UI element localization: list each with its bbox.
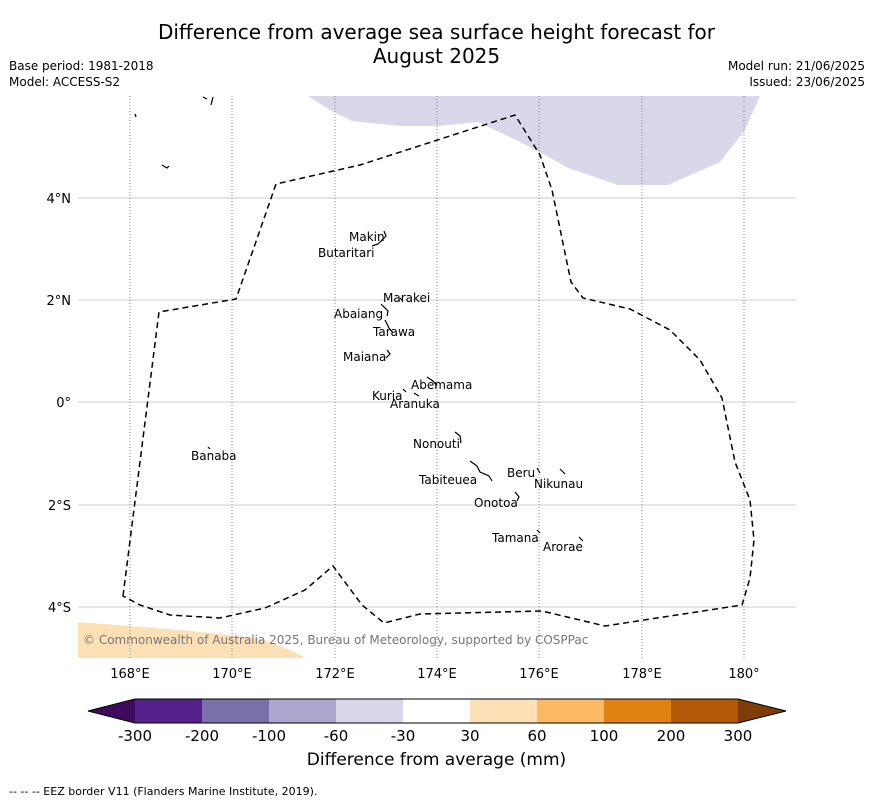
- colorbar-segment: [336, 699, 403, 723]
- island-label-arorae: Arorae: [543, 540, 583, 554]
- island-label-nonouti: Nonouti: [413, 437, 460, 451]
- colorbar-segment: [202, 699, 269, 723]
- colorbar-tick: -60: [324, 727, 349, 745]
- island-label-kuria: Kuria: [372, 389, 403, 403]
- lon-tick-174e: 174°E: [417, 667, 457, 682]
- lon-tick-170e: 170°E: [212, 667, 252, 682]
- colorbar-segment: [537, 699, 604, 723]
- colorbar-segment: [470, 699, 537, 723]
- island-label-aranuka: Aranuka: [390, 397, 440, 411]
- lon-tick-180: 180°: [728, 667, 759, 682]
- colorbar-tick: -100: [252, 727, 286, 745]
- base-period: Base period: 1981-2018: [9, 59, 154, 73]
- issued-date: Issued: 23/06/2025: [749, 75, 865, 89]
- model-run: Model run: 21/06/2025: [727, 59, 865, 73]
- colorbar-tick: 200: [657, 727, 686, 745]
- eez-border: [122, 114, 755, 627]
- colorbar-segment: [604, 699, 671, 723]
- colorbar-outline: [87, 698, 787, 724]
- colorbar-tick-labels: -300 -200 -100 -60 -30 30 60 100 200 300: [118, 727, 752, 745]
- colorbar-label: Difference from average (mm): [306, 750, 567, 770]
- colorbar-tick: 30: [460, 727, 479, 745]
- island-label-butaritari: Butaritari: [318, 246, 375, 260]
- island-label-tamana: Tamana: [491, 531, 539, 545]
- island-label-nikunau: Nikunau: [534, 477, 583, 491]
- island-label-marakei: Marakei: [383, 291, 430, 305]
- lon-tick-176e: 176°E: [519, 667, 559, 682]
- island-label-tabiteuea: Tabiteuea: [418, 473, 477, 487]
- lat-tick-4n: 4°N: [47, 192, 72, 207]
- island-label-beru: Beru: [507, 466, 535, 480]
- colorbar-tick: 60: [527, 727, 546, 745]
- title-line-1: Difference from average sea surface heig…: [157, 20, 716, 44]
- lat-tick-labels: 4°N 2°N 0° 2°S 4°S: [47, 192, 72, 616]
- lat-tick-0: 0°: [56, 396, 71, 411]
- island-outlines: [134, 96, 584, 542]
- colorbar-tick: -300: [118, 727, 152, 745]
- island-label-abaiang: Abaiang: [334, 307, 383, 321]
- lat-tick-4s: 4°S: [48, 601, 71, 616]
- meta-right: Model run: 21/06/2025 Issued: 23/06/2025: [728, 58, 865, 90]
- island-labels: Makin Butaritari Marakei Abaiang Tarawa …: [191, 230, 583, 554]
- colorbar-segment: [269, 699, 336, 723]
- colorbar-min-extension: [88, 699, 135, 723]
- title-line-2: August 2025: [372, 44, 501, 68]
- colorbar-segment: [135, 699, 202, 723]
- shading-positive-region: [78, 622, 306, 658]
- map-title: Difference from average sea surface heig…: [0, 20, 873, 68]
- colorbar-tick: 300: [724, 727, 753, 745]
- colorbar-tick: -200: [185, 727, 219, 745]
- colorbar-max-extension: [738, 699, 786, 723]
- shading-negative-region: [308, 96, 760, 185]
- colorbar-tick: -30: [391, 727, 416, 745]
- lat-tick-2s: 2°S: [48, 499, 71, 514]
- island-label-maiana: Maiana: [343, 350, 386, 364]
- eez-footnote: -- -- -- EEZ border V11 (Flanders Marine…: [9, 785, 318, 798]
- island-label-tarawa: Tarawa: [372, 325, 415, 339]
- colorbar: -300 -200 -100 -60 -30 30 60 100 200 300: [87, 698, 787, 745]
- colorbar-tick: 100: [590, 727, 619, 745]
- lon-tick-168e: 168°E: [110, 667, 150, 682]
- map-area: Makin Butaritari Marakei Abaiang Tarawa …: [78, 96, 796, 658]
- meta-left: Base period: 1981-2018 Model: ACCESS-S2: [9, 58, 154, 90]
- lon-tick-178e: 178°E: [622, 667, 662, 682]
- lon-tick-172e: 172°E: [315, 667, 355, 682]
- island-label-banaba: Banaba: [191, 449, 237, 463]
- lat-tick-2n: 2°N: [47, 294, 72, 309]
- model-name: Model: ACCESS-S2: [9, 75, 121, 89]
- lon-gridlines: [129, 96, 745, 658]
- island-label-onotoa: Onotoa: [474, 496, 518, 510]
- colorbar-segment: [403, 699, 470, 723]
- lon-tick-labels: 168°E 170°E 172°E 174°E 176°E 178°E 180°: [110, 667, 759, 682]
- island-label-makin: Makin: [349, 230, 385, 244]
- copyright-notice: © Commonwealth of Australia 2025, Bureau…: [83, 633, 588, 647]
- colorbar-segment: [671, 699, 738, 723]
- island-label-abemama: Abemama: [411, 378, 472, 392]
